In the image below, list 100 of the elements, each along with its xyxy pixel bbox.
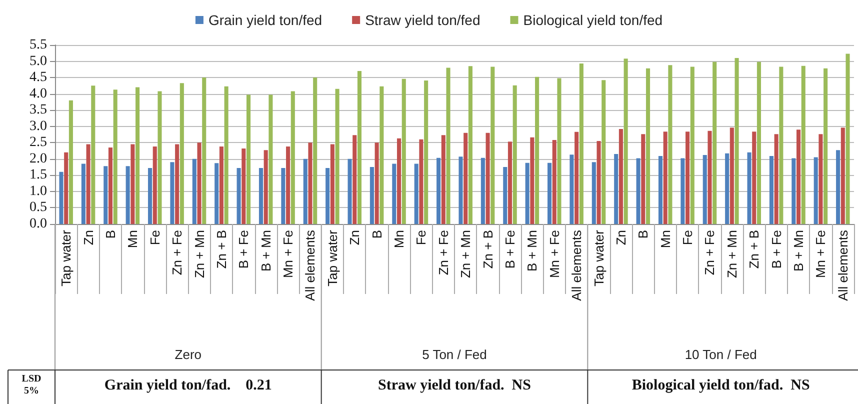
bar	[202, 78, 206, 224]
bar	[641, 134, 646, 224]
x-tick-label: Zn	[347, 230, 362, 246]
bar	[614, 154, 618, 224]
bar	[392, 164, 396, 224]
bar	[490, 66, 495, 224]
legend-label: Biological yield ton/fed	[523, 12, 663, 28]
bar	[68, 100, 73, 224]
bar	[308, 142, 312, 224]
bar	[59, 172, 64, 224]
bar	[636, 158, 640, 224]
text: Straw yield ton/fad. NS	[378, 378, 531, 394]
x-tick-label: B + Fe	[236, 230, 252, 269]
x-tick-label: Zn + Mn	[458, 230, 474, 278]
bar	[91, 86, 96, 224]
x-tick-label: Fe	[414, 230, 429, 246]
text: Biological yield ton/fad. NS	[632, 378, 810, 394]
x-tick-label: Zn + B	[214, 230, 229, 269]
x-tick-label: Mn	[658, 230, 673, 248]
x-tick-label: B	[636, 230, 651, 239]
bar	[752, 132, 756, 224]
bar	[618, 128, 623, 224]
bar	[286, 146, 290, 224]
bar	[574, 132, 579, 224]
bar	[81, 164, 86, 224]
bar	[592, 162, 596, 224]
y-tick-label: 4.0	[30, 86, 47, 102]
bar	[348, 158, 352, 224]
bar	[396, 138, 402, 224]
y-tick-label: 1.0	[30, 184, 47, 199]
bar	[192, 158, 196, 224]
bar	[468, 66, 472, 224]
y-tick-label: 0.0	[30, 216, 47, 232]
bar	[846, 54, 850, 224]
bar	[357, 71, 362, 224]
text: LSD 5%	[22, 374, 42, 396]
text: 5 Ton / Fed	[422, 347, 487, 362]
bar	[503, 167, 508, 224]
bar	[180, 83, 184, 224]
bar	[690, 66, 694, 224]
bar	[596, 141, 601, 224]
bar	[702, 155, 707, 224]
bar	[352, 135, 357, 224]
bar	[512, 85, 517, 224]
x-tick-label: Mn	[125, 230, 140, 248]
x-tick-label: Tap water	[591, 229, 606, 286]
bar	[530, 137, 534, 224]
y-tick-label: 2.5	[30, 135, 47, 150]
bar	[219, 146, 224, 224]
bar	[570, 154, 574, 224]
x-tick-label: Zn + Fe	[170, 230, 185, 276]
bar	[414, 164, 418, 224]
bar	[214, 163, 219, 224]
bar	[370, 167, 374, 224]
bar	[668, 65, 672, 224]
bar	[818, 134, 823, 224]
bar	[774, 134, 778, 224]
bar	[197, 142, 202, 224]
x-tick-label: Tap water	[58, 229, 74, 286]
bar	[508, 142, 512, 224]
x-tick-label: Zn + B	[746, 230, 762, 269]
bar	[242, 148, 246, 224]
x-tick-label: Zn	[613, 230, 628, 246]
x-tick-label: Zn + B	[480, 230, 496, 269]
legend-label: Straw yield ton/fed	[365, 12, 480, 28]
x-tick-label: All elements	[835, 230, 850, 301]
x-tick-label: Zn + Fe	[436, 230, 451, 276]
x-tick-label: All elements	[302, 230, 318, 301]
bar	[579, 64, 584, 224]
bar	[557, 78, 562, 224]
bar	[686, 132, 690, 224]
text: 10 Ton / Fed	[684, 347, 757, 362]
x-tick-label: B	[102, 230, 118, 239]
y-tick-label: 3.5	[30, 102, 47, 118]
bar	[374, 142, 379, 224]
bar	[158, 91, 162, 224]
y-tick-label: 5.0	[30, 54, 47, 69]
bar	[335, 88, 340, 224]
bar	[486, 132, 490, 224]
legend-label: Grain yield ton/fed	[208, 12, 322, 28]
x-tick-label: All elements	[569, 230, 584, 301]
bar	[313, 78, 318, 224]
x-tick-label: B + Fe	[768, 230, 784, 269]
bar	[624, 58, 628, 224]
bar	[86, 144, 90, 224]
bar	[730, 128, 734, 224]
bar	[268, 94, 273, 224]
bar	[801, 66, 806, 224]
bar	[264, 150, 268, 224]
bar	[441, 135, 446, 224]
bar	[236, 168, 241, 224]
bar	[708, 130, 712, 224]
bar	[779, 66, 784, 224]
y-tick-label: 2.0	[30, 151, 47, 166]
x-tick-label: B + Mn	[258, 230, 274, 272]
bar	[480, 158, 485, 224]
bar	[525, 162, 530, 224]
y-tick-label: 1.5	[30, 168, 47, 183]
x-tick-label: B	[369, 230, 384, 239]
bar	[725, 153, 730, 224]
